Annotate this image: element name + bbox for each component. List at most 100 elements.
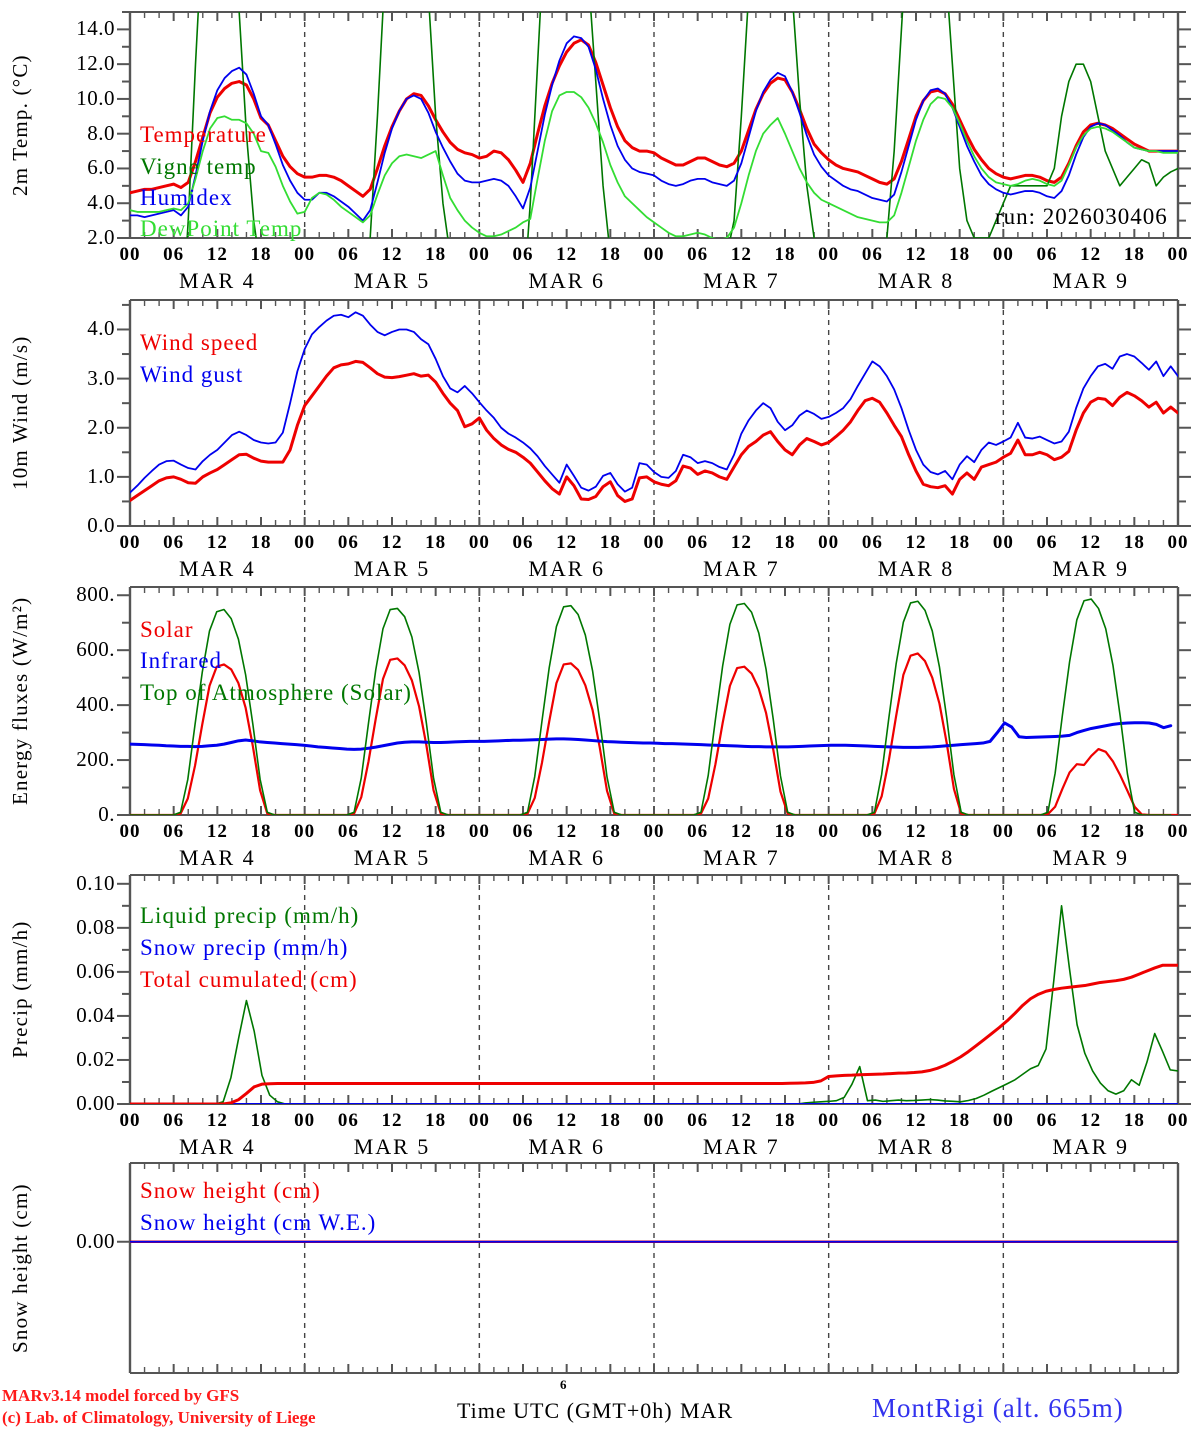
y-tick-label: 200. <box>76 747 115 772</box>
x-tick-label: 12 <box>905 532 927 553</box>
legend-entry-temperature: Temperature <box>140 122 267 147</box>
x-axis-day-label: MAR 6 <box>528 268 605 293</box>
x-tick-label: 18 <box>949 244 971 265</box>
x-tick-label: 12 <box>556 532 578 553</box>
x-tick-label: 00 <box>468 532 490 553</box>
x-tick-label: 12 <box>556 821 578 842</box>
footer-time-axis-label: Time UTC (GMT+0h) <box>457 1398 673 1424</box>
x-axis-day-label: MAR 7 <box>703 556 780 581</box>
x-tick-label: 12 <box>905 1110 927 1131</box>
footer-model-credit-line1: MARv3.14 model forced by GFS <box>2 1386 240 1405</box>
x-tick-label: 06 <box>163 244 185 265</box>
x-tick-label: 18 <box>1123 532 1145 553</box>
y-tick-label: 400. <box>76 692 115 717</box>
x-tick-label: 12 <box>556 1110 578 1131</box>
x-tick-label: 18 <box>1123 821 1145 842</box>
x-axis-day-label: MAR 9 <box>1052 556 1129 581</box>
x-axis-day-label: MAR 7 <box>703 1134 780 1159</box>
y-tick-label: 3.0 <box>87 365 115 390</box>
y-tick-label: 0.00 <box>76 1228 115 1253</box>
legend-entry-snow-height-cm: Snow height (cm) <box>140 1178 321 1203</box>
x-tick-label: 12 <box>1080 1110 1102 1131</box>
x-tick-label: 18 <box>774 532 796 553</box>
x-tick-label: 18 <box>250 532 272 553</box>
x-tick-label: 00 <box>294 244 316 265</box>
legend-entry-wind-gust: Wind gust <box>140 362 244 387</box>
footer-superscript-6: 6 <box>560 1377 568 1392</box>
x-tick-label: 06 <box>512 1110 534 1131</box>
x-tick-label: 00 <box>119 821 141 842</box>
x-tick-label: 18 <box>425 1110 447 1131</box>
x-tick-label: 00 <box>1167 244 1189 265</box>
y-tick-label: 800. <box>76 582 115 607</box>
x-tick-label: 06 <box>337 821 359 842</box>
x-axis-day-label: MAR 6 <box>528 556 605 581</box>
x-axis-day-label: MAR 9 <box>1052 268 1129 293</box>
x-axis-day-label: MAR 8 <box>877 556 955 581</box>
x-axis-day-label: MAR 8 <box>877 845 955 870</box>
x-tick-label: 06 <box>861 821 883 842</box>
x-tick-label: 18 <box>250 821 272 842</box>
x-axis-day-label: MAR 5 <box>353 1134 431 1159</box>
series-line <box>186 12 1178 238</box>
x-tick-label: 18 <box>250 1110 272 1131</box>
legend-entry-solar: Solar <box>140 617 194 642</box>
footer-model-credit-line2: (c) Lab. of Climatology, University of L… <box>2 1408 316 1427</box>
legend-entry-humidex: Humidex <box>140 185 233 210</box>
x-tick-label: 00 <box>643 1110 665 1131</box>
x-tick-label: 06 <box>337 244 359 265</box>
x-tick-label: 18 <box>774 244 796 265</box>
y-tick-label: 0.10 <box>76 870 115 895</box>
series-line <box>130 311 1178 494</box>
x-axis-day-label: MAR 4 <box>179 1134 256 1159</box>
x-tick-label: 06 <box>1036 532 1058 553</box>
x-tick-label: 00 <box>119 244 141 265</box>
series-line <box>130 963 1178 1104</box>
y-tick-label: 4.0 <box>87 316 115 341</box>
x-tick-label: 06 <box>1036 821 1058 842</box>
x-tick-label: 00 <box>294 532 316 553</box>
legend-entry-total-cumulated-cm: Total cumulated (cm) <box>140 967 358 992</box>
x-tick-label: 00 <box>818 821 840 842</box>
series-line <box>130 38 1178 198</box>
x-tick-label: 00 <box>818 532 840 553</box>
legend-entry-wind-speed: Wind speed <box>140 330 259 355</box>
x-tick-label: 00 <box>818 244 840 265</box>
x-tick-label: 00 <box>992 244 1014 265</box>
x-tick-label: 00 <box>818 1110 840 1131</box>
x-tick-label: 12 <box>1080 532 1102 553</box>
x-tick-label: 00 <box>1167 821 1189 842</box>
legend-entry-liquid-precip-mm-h: Liquid precip (mm/h) <box>140 903 360 928</box>
series-line <box>130 35 1178 222</box>
x-tick-label: 18 <box>599 532 621 553</box>
x-tick-label: 18 <box>599 244 621 265</box>
x-tick-label: 18 <box>774 1110 796 1131</box>
x-tick-label: 18 <box>1123 1110 1145 1131</box>
x-tick-label: 00 <box>119 1110 141 1131</box>
x-tick-label: 12 <box>730 1110 752 1131</box>
x-tick-label: 18 <box>250 244 272 265</box>
x-tick-label: 18 <box>425 821 447 842</box>
x-axis-day-label: MAR 7 <box>703 845 780 870</box>
y-tick-label: 0.08 <box>76 914 115 939</box>
x-tick-label: 18 <box>949 821 971 842</box>
x-tick-label: 00 <box>643 244 665 265</box>
y-axis-label-snow_height: Snow height (cm) <box>8 1183 32 1353</box>
x-axis-day-label: MAR 5 <box>353 556 431 581</box>
x-tick-label: 00 <box>468 821 490 842</box>
x-tick-label: 00 <box>643 532 665 553</box>
series-line <box>130 721 1173 751</box>
y-tick-label: 600. <box>76 637 115 662</box>
y-tick-label: 12.0 <box>76 51 115 76</box>
y-tick-label: 14.0 <box>76 16 115 41</box>
x-axis-day-label: MAR 5 <box>353 845 431 870</box>
legend-entry-top-of-atmosphere-solar: Top of Atmosphere (Solar) <box>140 680 412 705</box>
x-tick-label: 18 <box>599 821 621 842</box>
x-tick-label: 12 <box>381 1110 403 1131</box>
x-axis-day-label: MAR 4 <box>179 268 256 293</box>
y-tick-label: 0.0 <box>87 513 115 537</box>
x-axis-day-label: MAR 5 <box>353 268 431 293</box>
x-tick-label: 12 <box>206 1110 228 1131</box>
x-tick-label: 12 <box>381 821 403 842</box>
x-tick-label: 06 <box>512 532 534 553</box>
